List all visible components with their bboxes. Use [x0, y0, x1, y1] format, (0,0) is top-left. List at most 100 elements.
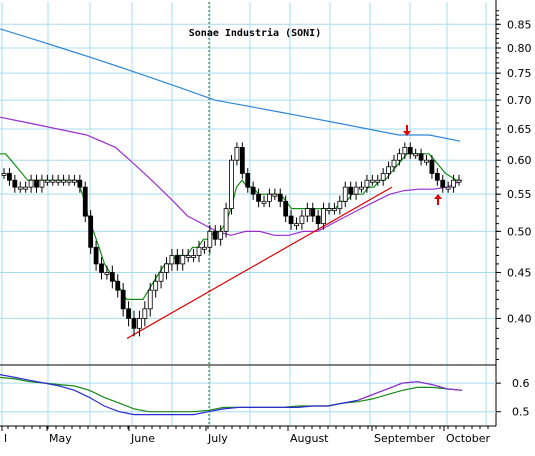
candle-body: [342, 186, 348, 202]
x-axis: l May June July August September October: [1, 426, 490, 445]
y-tick-label: 0.50: [507, 225, 532, 238]
candle-body: [55, 179, 61, 183]
candle-body: [375, 179, 381, 183]
candle-body: [17, 186, 23, 190]
annotations: [403, 125, 442, 205]
candle-body: [332, 208, 337, 212]
candle-body: [380, 173, 386, 181]
y-tick-label: 0.80: [507, 42, 532, 55]
candle-body: [364, 179, 370, 188]
lower-y-tick-label: 0.5: [512, 406, 530, 419]
candle-body: [99, 263, 104, 273]
candle-body: [418, 153, 424, 161]
candle-body: [212, 230, 218, 240]
candle-body: [131, 318, 137, 329]
candle-body: [185, 255, 191, 258]
lower-purple-line: [357, 381, 463, 401]
candle-body: [272, 193, 278, 197]
candle-body: [7, 173, 12, 181]
x-tick-label: September: [374, 432, 435, 445]
up-arrow: [434, 194, 442, 199]
candle-body: [267, 193, 272, 202]
candle-body: [304, 208, 310, 217]
candle-body: [294, 223, 299, 227]
x-tick-label: June: [130, 432, 155, 445]
candle-body: [386, 166, 391, 174]
candle-body: [277, 193, 283, 202]
candle-body: [115, 280, 121, 291]
candle-body: [440, 179, 446, 188]
candle-body: [28, 179, 34, 188]
candle-body: [191, 255, 196, 258]
candle-body: [223, 208, 229, 232]
candle-body: [445, 186, 451, 190]
candle-body: [137, 318, 142, 329]
y-tick-label: 0.55: [507, 188, 532, 201]
candle-body: [321, 208, 326, 225]
candle-body: [229, 159, 234, 210]
candle-body: [359, 186, 364, 190]
candle-body: [72, 179, 77, 183]
candle-body: [429, 159, 435, 174]
candle-body: [288, 215, 294, 225]
down-arrow: [403, 131, 411, 136]
candles: [1, 142, 462, 337]
y-tick-label: 0.40: [507, 312, 532, 325]
y-tick-label: 0.65: [507, 123, 532, 136]
candle-body: [104, 272, 110, 275]
candle-body: [434, 173, 440, 181]
trendline: [126, 186, 393, 339]
candle-body: [120, 289, 126, 310]
candle-body: [250, 186, 256, 195]
candle-body: [82, 186, 88, 217]
candle-body: [424, 159, 429, 163]
candle-body: [39, 179, 45, 188]
candle-body: [164, 263, 169, 273]
candle-body: [348, 186, 354, 195]
candle-body: [202, 246, 207, 250]
candle-body: [299, 215, 305, 225]
candle-body: [174, 255, 180, 265]
candle-body: [413, 153, 419, 157]
candle-body: [66, 179, 72, 183]
candle-body: [234, 147, 240, 161]
y-tick-label: 0.45: [507, 266, 532, 279]
candle-body: [1, 173, 7, 176]
candle-body: [397, 153, 402, 161]
candle-body: [456, 179, 462, 183]
candle-body: [126, 308, 131, 319]
candle-body: [61, 179, 66, 183]
candle-body: [142, 308, 148, 319]
candle-body: [337, 200, 343, 210]
candle-body: [169, 255, 175, 265]
candle-body: [109, 272, 115, 282]
candle-body: [44, 179, 50, 183]
candle-body: [256, 193, 261, 202]
candle-body: [451, 179, 456, 188]
candle-body: [196, 246, 202, 256]
lower-blue-line: [0, 374, 463, 416]
candle-body: [207, 230, 213, 248]
candle-body: [180, 255, 186, 265]
candle-body: [77, 179, 83, 188]
x-tick-label: July: [207, 432, 228, 445]
y-tick-label: 0.60: [507, 154, 532, 167]
candle-body: [402, 147, 408, 155]
candle-body: [23, 186, 29, 190]
candle-body: [245, 173, 251, 188]
y-axis: 0.40 0.45 0.50 0.55 0.60 0.65 0.70 0.75 0.80 0.85: [496, 10, 532, 361]
candle-body: [407, 147, 413, 155]
candle-body: [147, 289, 153, 310]
mid-ma-line: [0, 116, 463, 236]
chart-title: Sonae Industria (SONI): [189, 27, 321, 39]
x-tick-label: August: [290, 432, 329, 445]
panel-frames: [0, 0, 497, 427]
candle-body: [283, 200, 289, 217]
candle-body: [353, 186, 359, 195]
candle-body: [153, 280, 159, 291]
candle-body: [315, 215, 321, 225]
candle-body: [239, 147, 245, 174]
candle-body: [369, 179, 375, 183]
candle-body: [158, 272, 164, 282]
